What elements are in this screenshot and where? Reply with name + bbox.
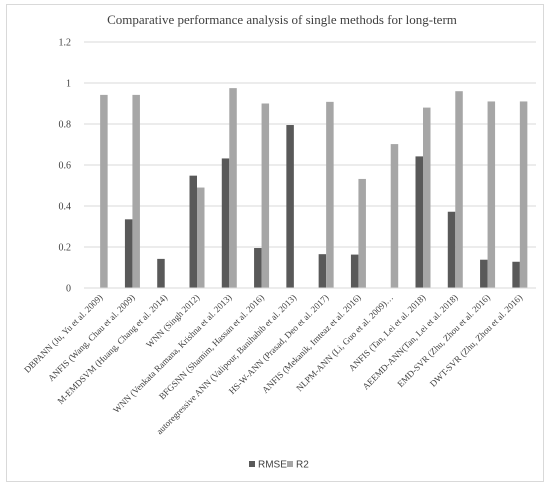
legend-swatch-r2 (287, 461, 293, 467)
bar-rmse-11 (447, 211, 456, 288)
bar-r2-4 (229, 88, 237, 288)
bar-rmse-8 (350, 254, 359, 288)
bar-rmse-13 (512, 261, 520, 288)
bar-r2-11 (455, 91, 463, 288)
bar-rmse-2 (157, 258, 165, 288)
gridlines (84, 41, 536, 248)
y-tick-label: 0.4 (59, 202, 72, 213)
bar-r2-9 (390, 144, 399, 288)
y-tick-label: 0.2 (59, 243, 72, 254)
bar-r2-10 (423, 107, 431, 288)
bar-r2-3 (197, 187, 205, 288)
x-category-label: WNN (Venkata Ramana, Krishna et al. 2013… (111, 292, 234, 415)
bar-r2-1 (132, 94, 140, 288)
bar-r2-13 (519, 101, 528, 288)
legend-label-r2: R2 (296, 460, 309, 471)
bar-r2-0 (100, 94, 108, 288)
y-tick-label: 0.6 (59, 161, 72, 172)
bar-rmse-5 (254, 248, 262, 288)
bar-rmse-6 (286, 125, 294, 289)
legend-swatch-rmse (249, 461, 255, 467)
y-tick-label: 0 (66, 284, 71, 295)
bar-r2-5 (261, 103, 270, 288)
bar-rmse-10 (415, 156, 423, 288)
bar-r2-7 (326, 101, 334, 288)
y-tick-label: 0.8 (59, 120, 72, 131)
bar-rmse-1 (124, 219, 133, 288)
y-tick-label: 1.2 (59, 38, 72, 49)
bar-rmse-7 (318, 254, 327, 288)
bars (100, 88, 528, 289)
bar-rmse-3 (189, 175, 197, 288)
bar-r2-8 (358, 178, 366, 288)
bar-rmse-4 (221, 158, 230, 288)
legend: RMSE R2 (249, 460, 309, 471)
x-axis-category-labels: DBPANN (Ju, Yu et al. 2009)ANFIS (Wang, … (22, 292, 524, 436)
chart-title: Comparative performance analysis of sing… (107, 12, 457, 27)
bar-r2-12 (487, 101, 496, 288)
legend-label-rmse: RMSE (258, 460, 287, 471)
bar-rmse-12 (480, 259, 488, 288)
y-axis-tick-labels: 0 0.2 0.4 0.6 0.8 1 1.2 (59, 38, 72, 295)
y-tick-label: 1 (66, 79, 71, 90)
